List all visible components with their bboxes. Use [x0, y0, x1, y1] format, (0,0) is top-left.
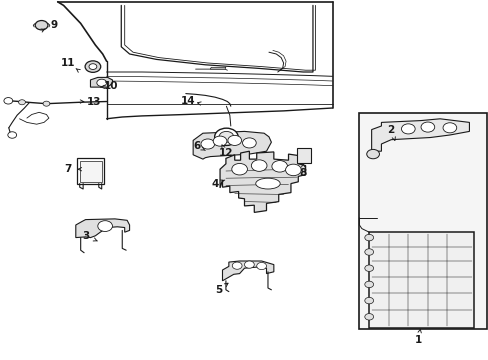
Polygon shape: [222, 261, 273, 281]
Text: 1: 1: [414, 335, 421, 345]
Ellipse shape: [255, 178, 280, 189]
Circle shape: [364, 265, 373, 271]
Circle shape: [201, 139, 214, 149]
Circle shape: [231, 163, 247, 175]
Circle shape: [85, 61, 101, 72]
Circle shape: [244, 261, 254, 268]
Circle shape: [401, 124, 414, 134]
Polygon shape: [210, 67, 225, 69]
Polygon shape: [220, 151, 305, 212]
Polygon shape: [371, 119, 468, 151]
Circle shape: [219, 131, 233, 142]
Circle shape: [251, 160, 266, 171]
Circle shape: [227, 135, 241, 145]
Polygon shape: [76, 219, 129, 238]
Circle shape: [232, 262, 242, 269]
Text: 8: 8: [299, 168, 306, 178]
Circle shape: [89, 64, 97, 69]
Circle shape: [97, 79, 106, 86]
Text: 9: 9: [50, 20, 57, 30]
Circle shape: [98, 221, 112, 231]
Text: 12: 12: [218, 148, 233, 158]
Bar: [359, 113, 486, 329]
Circle shape: [271, 161, 287, 172]
Text: 7: 7: [63, 164, 71, 174]
Circle shape: [364, 249, 373, 255]
Circle shape: [366, 149, 379, 159]
Bar: [368, 232, 473, 328]
Polygon shape: [90, 77, 112, 87]
Circle shape: [364, 281, 373, 288]
Circle shape: [442, 123, 456, 133]
Circle shape: [420, 122, 434, 132]
Bar: [77, 158, 104, 184]
Text: 5: 5: [215, 285, 222, 295]
Text: 14: 14: [181, 96, 195, 106]
Text: 3: 3: [82, 231, 89, 241]
Text: 4: 4: [211, 179, 219, 189]
Circle shape: [242, 138, 256, 148]
Circle shape: [214, 128, 238, 145]
Text: 10: 10: [104, 81, 119, 91]
Bar: [296, 148, 311, 163]
Circle shape: [213, 136, 226, 146]
Circle shape: [8, 132, 17, 138]
Circle shape: [364, 297, 373, 304]
Circle shape: [256, 262, 266, 270]
Circle shape: [285, 164, 301, 176]
Bar: [80, 161, 102, 182]
Circle shape: [364, 234, 373, 241]
Circle shape: [364, 314, 373, 320]
Text: 6: 6: [193, 141, 200, 151]
Polygon shape: [193, 131, 271, 159]
Circle shape: [43, 101, 50, 106]
Text: 13: 13: [86, 96, 101, 107]
Circle shape: [35, 21, 48, 30]
Text: 11: 11: [61, 58, 76, 68]
Circle shape: [19, 100, 25, 105]
Circle shape: [4, 98, 13, 104]
Text: 2: 2: [387, 125, 394, 135]
